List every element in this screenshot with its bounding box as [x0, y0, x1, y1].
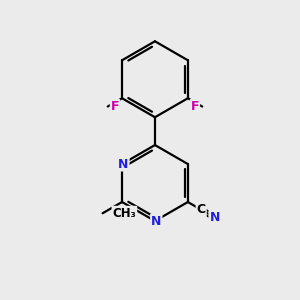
Text: F: F [190, 100, 199, 113]
Text: N: N [209, 211, 220, 224]
Text: N: N [118, 158, 129, 170]
Text: C: C [197, 203, 206, 216]
Text: F: F [111, 100, 119, 113]
Text: CH₃: CH₃ [112, 207, 136, 220]
Text: N: N [151, 214, 161, 227]
